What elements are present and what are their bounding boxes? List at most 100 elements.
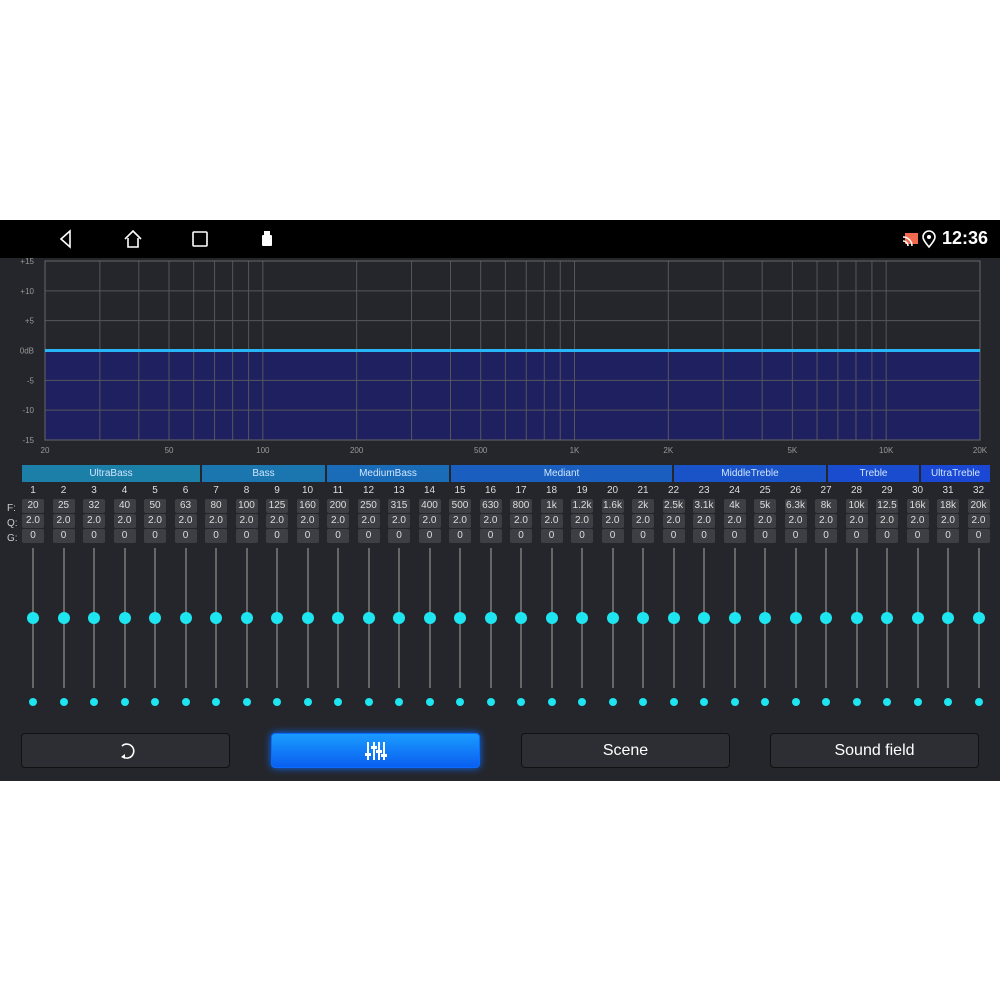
q-field[interactable]: 2.0 xyxy=(967,514,990,528)
freq-field[interactable]: 1.6k xyxy=(601,499,624,513)
band-select-dot[interactable] xyxy=(242,698,251,706)
gain-field[interactable]: 0 xyxy=(845,529,868,543)
freq-field[interactable]: 20 xyxy=(22,499,44,513)
freq-field[interactable]: 3.1k xyxy=(693,499,715,513)
q-field[interactable]: 2.0 xyxy=(449,514,471,528)
slider-knob[interactable] xyxy=(362,612,375,624)
q-field[interactable]: 2.0 xyxy=(83,514,105,528)
band-select-dot[interactable] xyxy=(395,698,403,706)
band-select-dot[interactable] xyxy=(761,698,769,706)
gain-field[interactable]: 0 xyxy=(876,529,898,543)
q-field[interactable]: 2.0 xyxy=(388,514,410,528)
q-field[interactable]: 2.0 xyxy=(174,514,197,528)
q-field[interactable]: 2.0 xyxy=(266,514,288,528)
freq-field[interactable]: 5k xyxy=(754,499,776,513)
gain-field[interactable]: 0 xyxy=(479,529,502,543)
band-select-dot[interactable] xyxy=(273,698,281,706)
slider-knob[interactable] xyxy=(576,612,588,624)
slider-knob[interactable] xyxy=(850,612,863,624)
slider-knob[interactable] xyxy=(454,612,466,624)
q-field[interactable]: 2.0 xyxy=(205,514,227,528)
freq-field[interactable]: 16k xyxy=(906,499,929,513)
freq-field[interactable]: 500 xyxy=(449,499,471,513)
q-field[interactable]: 2.0 xyxy=(296,514,319,528)
freq-field[interactable]: 160 xyxy=(296,499,319,513)
sound-field-button[interactable]: Sound field xyxy=(770,733,979,768)
gain-field[interactable]: 0 xyxy=(205,529,227,543)
freq-field[interactable]: 1.2k xyxy=(571,499,593,513)
freq-field[interactable]: 2.5k xyxy=(662,499,685,513)
gain-field[interactable]: 0 xyxy=(815,529,837,543)
band-select-dot[interactable] xyxy=(212,698,220,706)
gain-field[interactable]: 0 xyxy=(144,529,166,543)
q-field[interactable]: 2.0 xyxy=(571,514,593,528)
band-select-dot[interactable] xyxy=(913,698,922,706)
freq-field[interactable]: 200 xyxy=(327,499,349,513)
freq-field[interactable]: 100 xyxy=(235,499,258,513)
slider-knob[interactable] xyxy=(942,612,954,624)
freq-field[interactable]: 2k xyxy=(632,499,654,513)
gain-field[interactable]: 0 xyxy=(540,529,563,543)
gain-field[interactable]: 0 xyxy=(266,529,288,543)
equalizer-button[interactable] xyxy=(271,733,480,768)
slider-knob[interactable] xyxy=(393,612,405,624)
slider-knob[interactable] xyxy=(57,612,70,624)
gain-field[interactable]: 0 xyxy=(296,529,319,543)
reset-button[interactable] xyxy=(21,733,230,768)
band-select-dot[interactable] xyxy=(59,698,68,706)
band-select-dot[interactable] xyxy=(486,698,495,706)
q-field[interactable]: 2.0 xyxy=(693,514,715,528)
slider-knob[interactable] xyxy=(301,612,314,624)
band-select-dot[interactable] xyxy=(578,698,586,706)
q-field[interactable]: 2.0 xyxy=(754,514,776,528)
freq-field[interactable]: 1k xyxy=(540,499,563,513)
slider-knob[interactable] xyxy=(881,612,893,624)
freq-field[interactable]: 18k xyxy=(937,499,959,513)
slider-knob[interactable] xyxy=(728,612,741,624)
band-select-dot[interactable] xyxy=(181,698,190,706)
band-select-dot[interactable] xyxy=(364,698,373,706)
q-field[interactable]: 2.0 xyxy=(601,514,624,528)
gain-field[interactable]: 0 xyxy=(357,529,380,543)
freq-field[interactable]: 32 xyxy=(83,499,105,513)
q-field[interactable]: 2.0 xyxy=(540,514,563,528)
freq-field[interactable]: 12.5 xyxy=(876,499,898,513)
band-select-dot[interactable] xyxy=(517,698,525,706)
gain-field[interactable]: 0 xyxy=(418,529,441,543)
band-select-dot[interactable] xyxy=(425,698,434,706)
band-select-dot[interactable] xyxy=(669,698,678,706)
freq-field[interactable]: 25 xyxy=(52,499,75,513)
freq-field[interactable]: 8k xyxy=(815,499,837,513)
q-field[interactable]: 2.0 xyxy=(876,514,898,528)
scene-button[interactable]: Scene xyxy=(521,733,730,768)
gain-field[interactable]: 0 xyxy=(571,529,593,543)
freq-field[interactable]: 400 xyxy=(418,499,441,513)
band-select-dot[interactable] xyxy=(608,698,617,706)
q-field[interactable]: 2.0 xyxy=(845,514,868,528)
band-select-dot[interactable] xyxy=(852,698,861,706)
slider-knob[interactable] xyxy=(240,612,253,624)
q-field[interactable]: 2.0 xyxy=(662,514,685,528)
band-select-dot[interactable] xyxy=(639,698,647,706)
q-field[interactable]: 2.0 xyxy=(723,514,746,528)
q-field[interactable]: 2.0 xyxy=(906,514,929,528)
gain-field[interactable]: 0 xyxy=(754,529,776,543)
gain-field[interactable]: 0 xyxy=(632,529,654,543)
band-select-dot[interactable] xyxy=(944,698,952,706)
slider-knob[interactable] xyxy=(515,612,527,624)
freq-field[interactable]: 250 xyxy=(357,499,380,513)
home-icon[interactable] xyxy=(122,228,144,250)
slider-knob[interactable] xyxy=(484,612,497,624)
freq-field[interactable]: 50 xyxy=(144,499,166,513)
q-field[interactable]: 2.0 xyxy=(52,514,75,528)
freq-field[interactable]: 40 xyxy=(113,499,136,513)
q-field[interactable]: 2.0 xyxy=(357,514,380,528)
freq-field[interactable]: 20k xyxy=(967,499,990,513)
gain-field[interactable]: 0 xyxy=(967,529,990,543)
gain-field[interactable]: 0 xyxy=(22,529,44,543)
gain-field[interactable]: 0 xyxy=(113,529,136,543)
gain-field[interactable]: 0 xyxy=(174,529,197,543)
q-field[interactable]: 2.0 xyxy=(235,514,258,528)
slider-knob[interactable] xyxy=(118,612,131,624)
freq-field[interactable]: 10k xyxy=(845,499,868,513)
